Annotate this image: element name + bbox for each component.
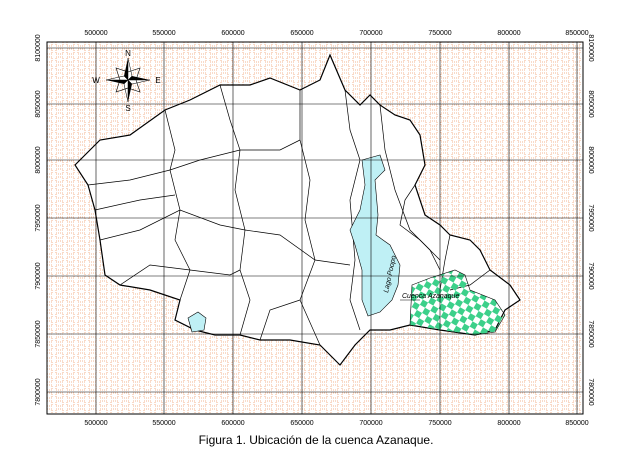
y-label-left: 7950000 <box>35 204 42 231</box>
x-label-top: 500000 <box>84 30 107 37</box>
grid <box>47 42 583 414</box>
basin <box>409 269 506 336</box>
y-label-left: 7900000 <box>35 262 42 289</box>
x-label-top: 700000 <box>359 30 382 37</box>
x-label-bottom: 650000 <box>290 420 313 427</box>
compass-n: N <box>125 49 131 58</box>
y-label-right: 7850000 <box>587 320 594 347</box>
y-label-left: 8100000 <box>35 34 42 61</box>
compass-e: E <box>155 76 160 85</box>
x-label-bottom: 850000 <box>565 420 588 427</box>
x-label-top: 750000 <box>428 30 451 37</box>
x-label-bottom: 700000 <box>359 420 382 427</box>
basin-label: Cuenca Azanaque <box>402 293 459 300</box>
x-label-bottom: 600000 <box>221 420 244 427</box>
municipal-boundaries <box>87 84 491 346</box>
y-label-left: 8000000 <box>35 146 42 173</box>
lake-small <box>187 311 207 333</box>
x-label-top: 550000 <box>152 30 175 37</box>
y-label-right: 8050000 <box>587 90 594 117</box>
y-label-right: 7950000 <box>587 204 594 231</box>
y-label-right: 8000000 <box>587 146 594 173</box>
x-label-bottom: 550000 <box>152 420 175 427</box>
x-label-bottom: 800000 <box>497 420 520 427</box>
x-label-bottom: 750000 <box>428 420 451 427</box>
x-label-top: 650000 <box>290 30 313 37</box>
y-label-right: 8100000 <box>587 34 594 61</box>
y-label-right: 7900000 <box>587 262 594 289</box>
y-label-left: 7850000 <box>35 320 42 347</box>
y-label-left: 7800000 <box>35 378 42 405</box>
y-label-right: 7800000 <box>587 378 594 405</box>
x-label-top: 800000 <box>497 30 520 37</box>
y-label-left: 8050000 <box>35 90 42 117</box>
region <box>74 53 521 366</box>
x-label-bottom: 500000 <box>84 420 107 427</box>
compass-s: S <box>125 104 130 113</box>
compass-w: W <box>92 76 100 85</box>
compass: N S E W <box>92 49 160 113</box>
x-label-top: 850000 <box>565 30 588 37</box>
caption: Figura 1. Ubicación de la cuenca Azanaqu… <box>199 433 434 447</box>
x-label-top: 600000 <box>221 30 244 37</box>
